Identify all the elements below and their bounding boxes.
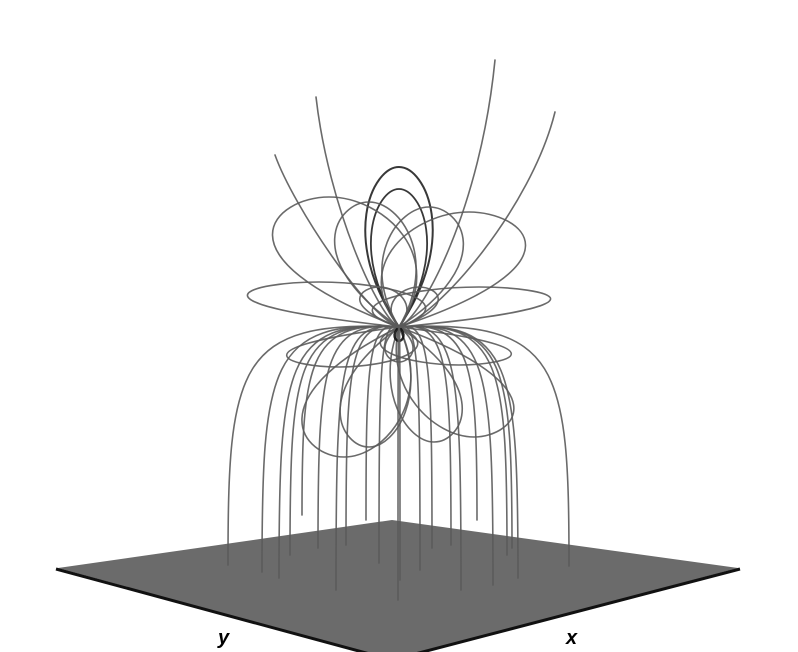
field-line-loop-down bbox=[389, 326, 463, 443]
field-line-loop-up bbox=[246, 281, 427, 328]
field-line-down bbox=[317, 325, 400, 549]
field-line-down bbox=[301, 325, 400, 516]
field-line-loop-up bbox=[359, 286, 408, 328]
field-line-loop-up bbox=[371, 286, 552, 328]
plane-edge-x bbox=[416, 567, 741, 652]
field-line-down bbox=[365, 325, 400, 521]
y-axis-label: y bbox=[217, 627, 230, 649]
field-line-loop-up bbox=[390, 286, 439, 328]
field-line-down bbox=[398, 325, 513, 549]
field-line-loop-up bbox=[271, 196, 418, 328]
field-line-open-up bbox=[274, 154, 400, 328]
field-line-loop-down bbox=[384, 326, 414, 363]
field-line-down bbox=[398, 325, 570, 567]
field-line-down bbox=[378, 325, 400, 564]
field-line-open-up bbox=[398, 111, 556, 328]
field-line-loop-up bbox=[380, 211, 527, 328]
field-line-loop-up bbox=[333, 201, 417, 328]
field-line-loop-up bbox=[364, 165, 434, 328]
plane-edge-y bbox=[55, 567, 369, 652]
field-lines bbox=[227, 59, 570, 601]
field-line-loop-down bbox=[379, 326, 512, 366]
field-line-loop-down bbox=[339, 326, 412, 448]
field-line-loop-down bbox=[395, 326, 515, 438]
field-line-open-up bbox=[315, 96, 400, 328]
field-line-loop-up bbox=[370, 188, 428, 328]
field-line-open-up bbox=[398, 59, 496, 328]
field-line-down bbox=[345, 325, 400, 546]
field-line-loop-up bbox=[381, 206, 465, 328]
field-line-down bbox=[227, 325, 400, 566]
x-axis-label: x bbox=[565, 627, 578, 649]
